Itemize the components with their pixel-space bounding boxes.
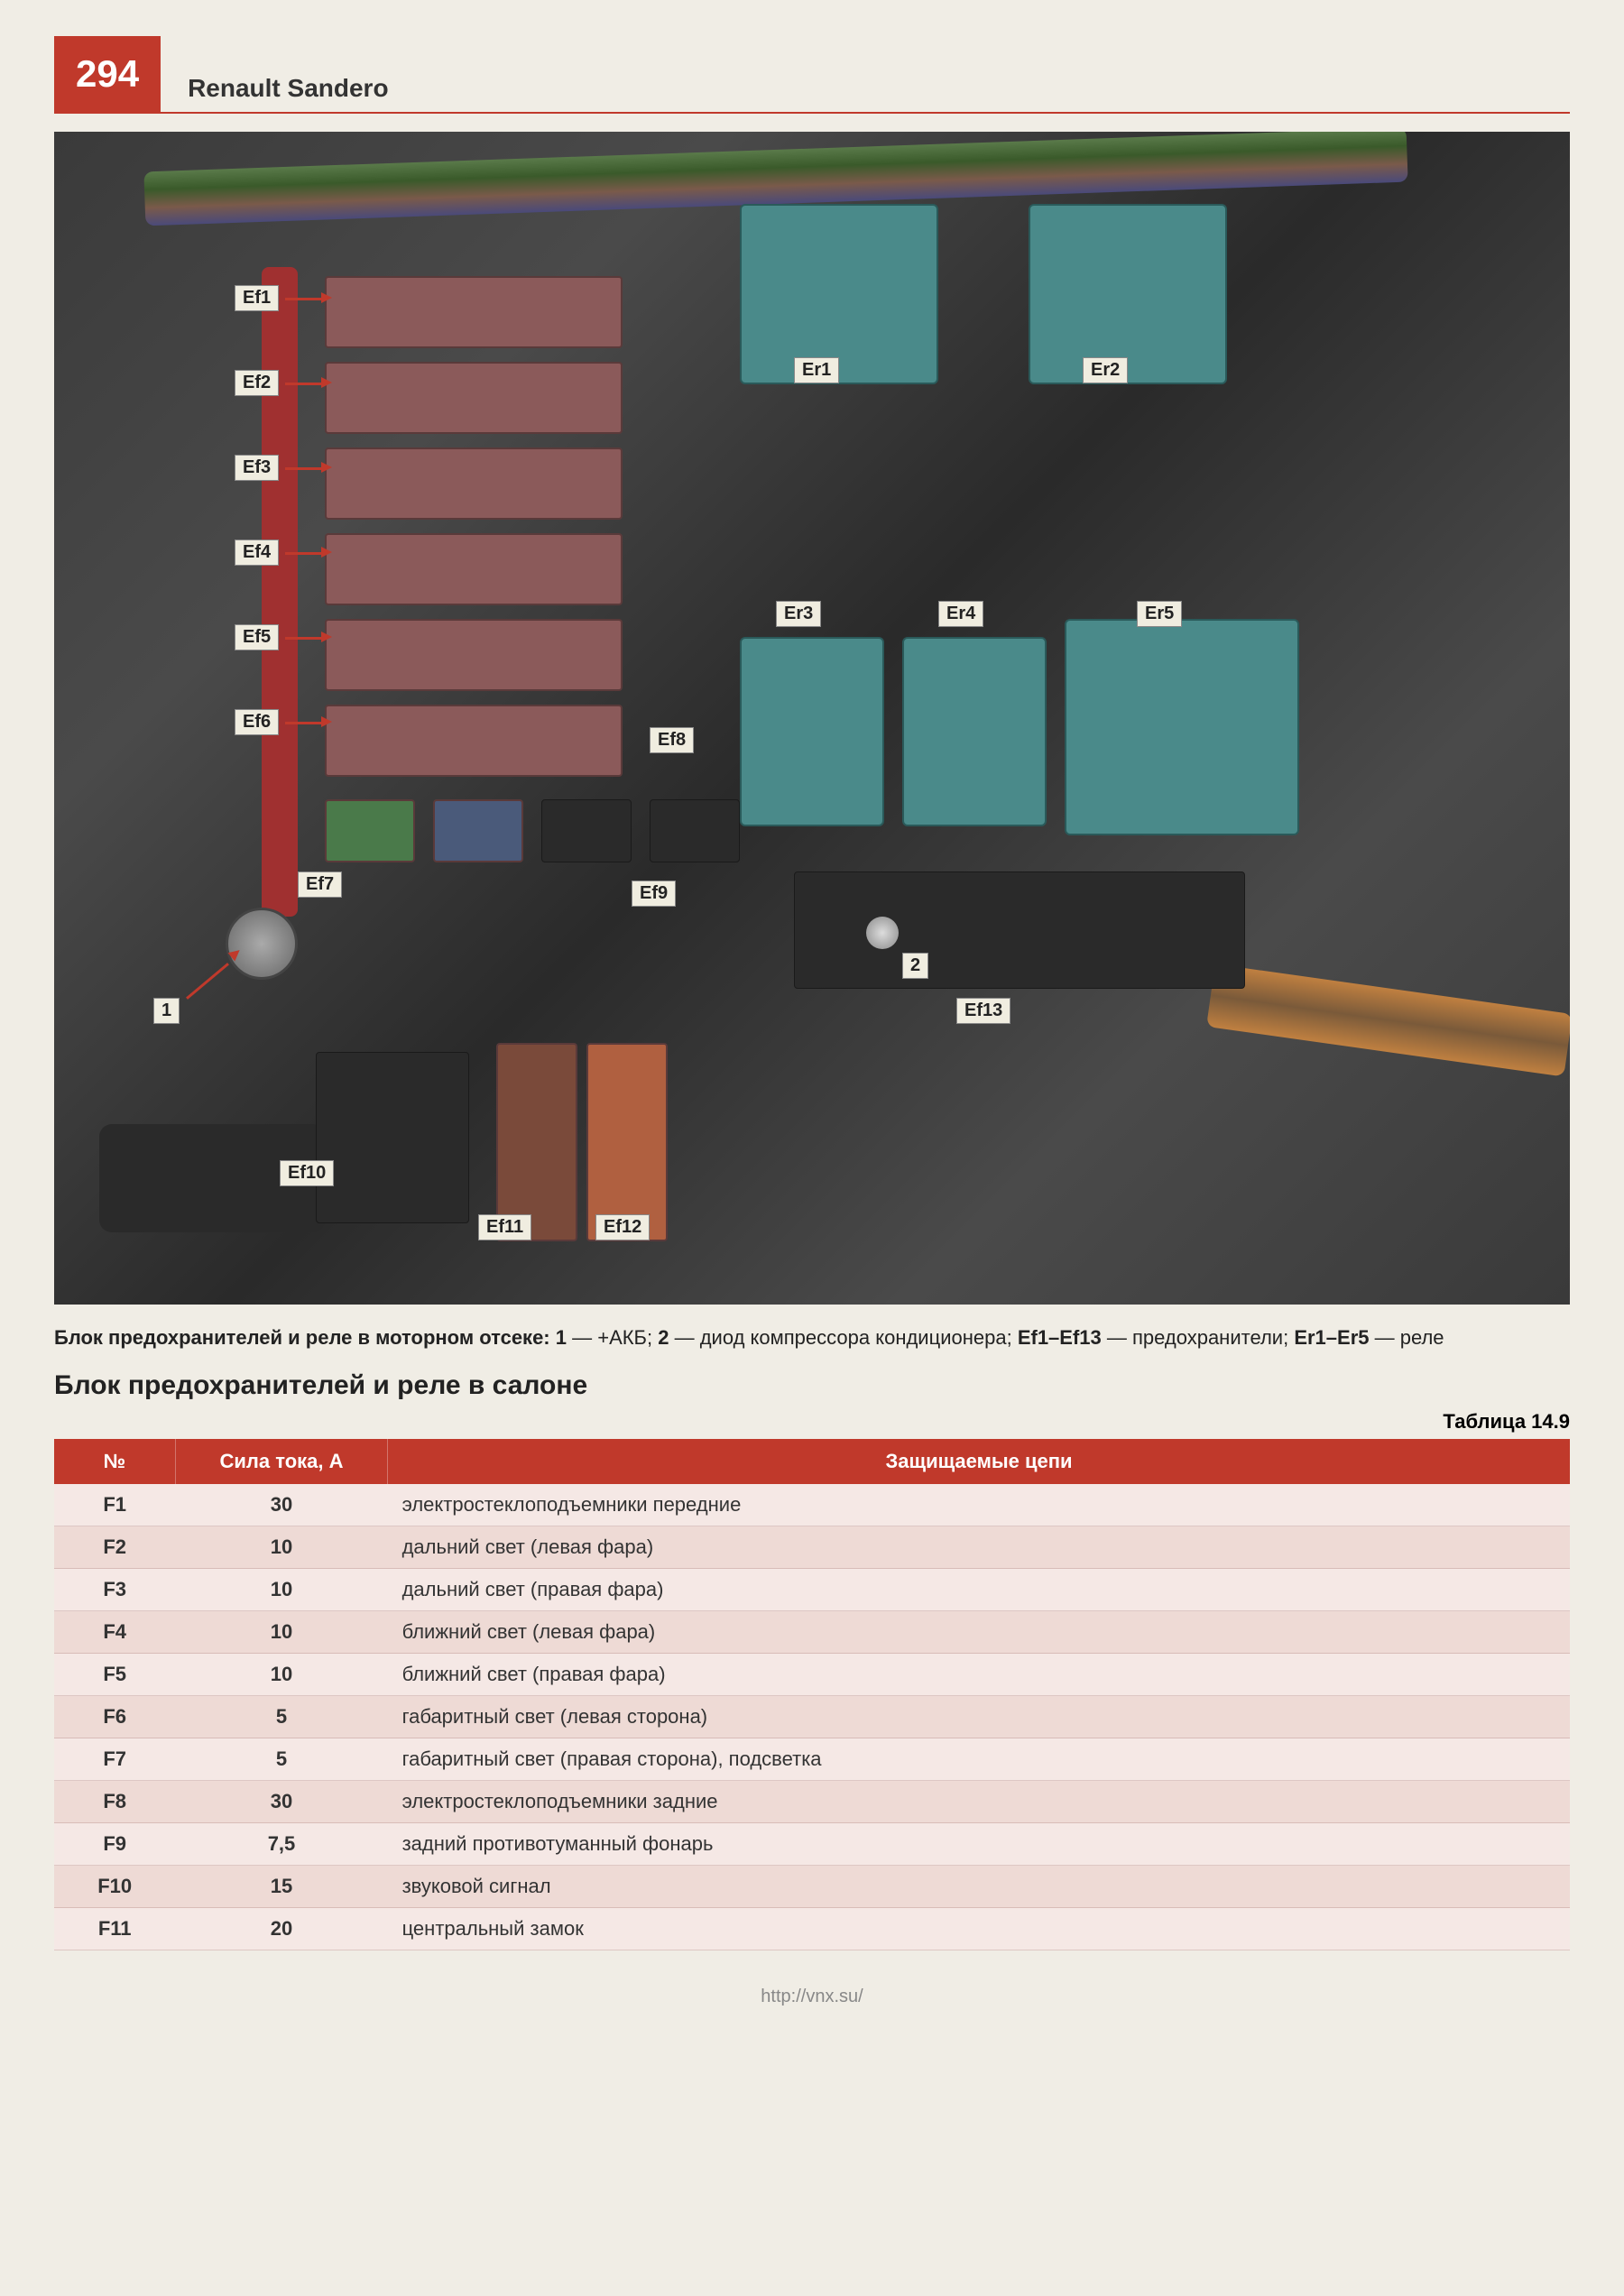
cell-fuse-num: F5 xyxy=(54,1654,175,1696)
label-er1: Er1 xyxy=(794,357,839,383)
cell-circuit: ближний свет (правая фара) xyxy=(388,1654,1570,1696)
table-row: F830электростеклоподъемники задние xyxy=(54,1781,1570,1823)
cell-amperage: 15 xyxy=(175,1866,387,1908)
cell-circuit: габаритный свет (правая сторона), подсве… xyxy=(388,1738,1570,1781)
table-row: F410ближний свет (левая фара) xyxy=(54,1611,1570,1654)
section-title: Блок предохранителей и реле в салоне xyxy=(54,1370,1570,1401)
cell-amperage: 7,5 xyxy=(175,1823,387,1866)
label-num-2: 2 xyxy=(902,953,928,979)
cell-fuse-num: F4 xyxy=(54,1611,175,1654)
caption-b3: Ef1–Ef13 xyxy=(1018,1326,1102,1349)
label-ef13: Ef13 xyxy=(956,998,1010,1024)
table-row: F510ближний свет (правая фара) xyxy=(54,1654,1570,1696)
cell-amperage: 10 xyxy=(175,1654,387,1696)
table-row: F130электростеклоподъемники передние xyxy=(54,1484,1570,1526)
table-row: F75габаритный свет (правая сторона), под… xyxy=(54,1738,1570,1781)
label-er3: Er3 xyxy=(776,601,821,627)
cell-fuse-num: F1 xyxy=(54,1484,175,1526)
table-row: F210дальний свет (левая фара) xyxy=(54,1526,1570,1569)
cell-fuse-num: F6 xyxy=(54,1696,175,1738)
cell-amperage: 5 xyxy=(175,1696,387,1738)
cell-fuse-num: F9 xyxy=(54,1823,175,1866)
table-row: F1015звуковой сигнал xyxy=(54,1866,1570,1908)
cell-fuse-num: F2 xyxy=(54,1526,175,1569)
label-ef10: Ef10 xyxy=(280,1160,334,1186)
cell-circuit: звуковой сигнал xyxy=(388,1866,1570,1908)
cell-circuit: ближний свет (левая фара) xyxy=(388,1611,1570,1654)
caption-prefix: Блок предохранителей и реле в моторном о… xyxy=(54,1326,556,1349)
table-row: F65габаритный свет (левая сторона) xyxy=(54,1696,1570,1738)
cell-fuse-num: F3 xyxy=(54,1569,175,1611)
caption-t1: — +АКБ; xyxy=(567,1326,658,1349)
label-ef6: Ef6 xyxy=(235,709,279,735)
table-row: F1120центральный замок xyxy=(54,1908,1570,1950)
label-ef5: Ef5 xyxy=(235,624,279,650)
cell-circuit: центральный замок xyxy=(388,1908,1570,1950)
caption-b4: Er1–Er5 xyxy=(1294,1326,1369,1349)
caption-b2: 2 xyxy=(658,1326,669,1349)
caption-t4: — реле xyxy=(1370,1326,1444,1349)
book-title: Renault Sandero xyxy=(188,74,388,112)
cell-fuse-num: F11 xyxy=(54,1908,175,1950)
table-row: F310дальний свет (правая фара) xyxy=(54,1569,1570,1611)
cell-amperage: 5 xyxy=(175,1738,387,1781)
cell-fuse-num: F7 xyxy=(54,1738,175,1781)
cell-circuit: задний противотуманный фонарь xyxy=(388,1823,1570,1866)
cell-amperage: 10 xyxy=(175,1526,387,1569)
label-ef2: Ef2 xyxy=(235,370,279,396)
label-num-1: 1 xyxy=(153,998,180,1024)
caption-t3: — предохранители; xyxy=(1102,1326,1295,1349)
col-header-circ: Защищаемые цепи xyxy=(388,1439,1570,1484)
label-ef3: Ef3 xyxy=(235,455,279,481)
table-row: F97,5задний противотуманный фонарь xyxy=(54,1823,1570,1866)
fuse-table: № Сила тока, А Защищаемые цепи F130элект… xyxy=(54,1439,1570,1950)
photo-caption: Блок предохранителей и реле в моторном о… xyxy=(54,1323,1570,1352)
label-er4: Er4 xyxy=(938,601,983,627)
cell-circuit: габаритный свет (левая сторона) xyxy=(388,1696,1570,1738)
cell-amperage: 30 xyxy=(175,1781,387,1823)
page-header: 294 Renault Sandero xyxy=(54,36,1570,114)
cell-fuse-num: F10 xyxy=(54,1866,175,1908)
caption-t2: — диод компрессора кондиционера; xyxy=(669,1326,1017,1349)
label-er2: Er2 xyxy=(1083,357,1128,383)
label-ef8: Ef8 xyxy=(650,727,694,753)
label-er5: Er5 xyxy=(1137,601,1182,627)
label-ef4: Ef4 xyxy=(235,539,279,566)
cell-fuse-num: F8 xyxy=(54,1781,175,1823)
caption-b1: 1 xyxy=(556,1326,567,1349)
cell-amperage: 20 xyxy=(175,1908,387,1950)
footer-url: http://vnx.su/ xyxy=(54,1987,1570,2007)
page-number: 294 xyxy=(54,36,161,112)
cell-amperage: 30 xyxy=(175,1484,387,1526)
label-ef7: Ef7 xyxy=(298,871,342,898)
label-ef9: Ef9 xyxy=(632,881,676,907)
cell-circuit: дальний свет (левая фара) xyxy=(388,1526,1570,1569)
cell-circuit: дальний свет (правая фара) xyxy=(388,1569,1570,1611)
label-ef1: Ef1 xyxy=(235,285,279,311)
cell-amperage: 10 xyxy=(175,1611,387,1654)
label-ef12: Ef12 xyxy=(595,1214,650,1240)
cell-circuit: электростеклоподъемники задние xyxy=(388,1781,1570,1823)
col-header-num: № xyxy=(54,1439,175,1484)
cell-amperage: 10 xyxy=(175,1569,387,1611)
table-header-row: № Сила тока, А Защищаемые цепи xyxy=(54,1439,1570,1484)
fusebox-photo: Ef1 Ef2 Ef3 Ef4 Ef5 Ef6 Ef7 Ef8 Ef9 Ef10… xyxy=(54,132,1570,1305)
label-ef11: Ef11 xyxy=(478,1214,531,1240)
table-number: Таблица 14.9 xyxy=(54,1410,1570,1434)
cell-circuit: электростеклоподъемники передние xyxy=(388,1484,1570,1526)
col-header-amp: Сила тока, А xyxy=(175,1439,387,1484)
